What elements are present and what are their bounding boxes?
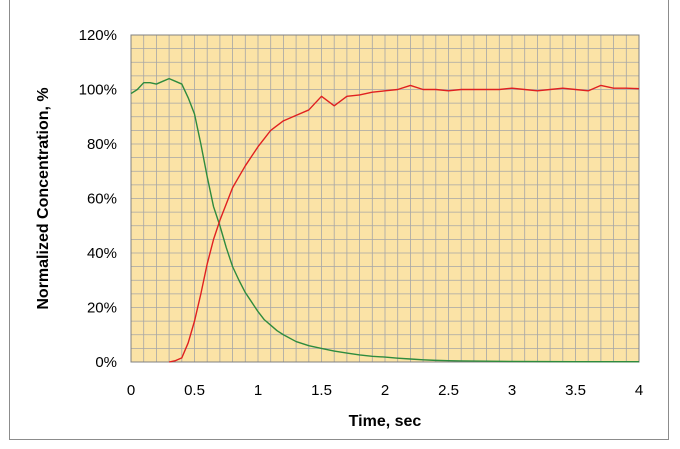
x-tick-label: 2 (381, 382, 389, 399)
y-tick-label: 40% (87, 245, 117, 262)
y-tick-label: 100% (79, 82, 117, 99)
y-axis-ticks: 0% 20% 40% 60% 80% 100% 120% (79, 27, 117, 371)
x-axis-ticks: 0 0.5 1 1.5 2 2.5 3 3.5 4 (127, 382, 643, 399)
x-tick-label: 1.5 (311, 382, 332, 399)
gridlines (131, 35, 639, 362)
y-tick-label: 120% (79, 27, 117, 44)
y-tick-label: 0% (95, 354, 117, 371)
x-axis-title: Time, sec (349, 413, 422, 430)
y-tick-label: 20% (87, 300, 117, 317)
y-tick-label: 60% (87, 191, 117, 208)
y-axis-title: Normalized Concentration, % (35, 87, 52, 309)
x-tick-label: 4 (635, 382, 643, 399)
x-tick-label: 2.5 (438, 382, 459, 399)
y-tick-label: 80% (87, 136, 117, 153)
x-tick-label: 1 (254, 382, 262, 399)
x-tick-label: 0 (127, 382, 135, 399)
x-tick-label: 3 (508, 382, 516, 399)
x-tick-label: 3.5 (565, 382, 586, 399)
x-tick-label: 0.5 (184, 382, 205, 399)
